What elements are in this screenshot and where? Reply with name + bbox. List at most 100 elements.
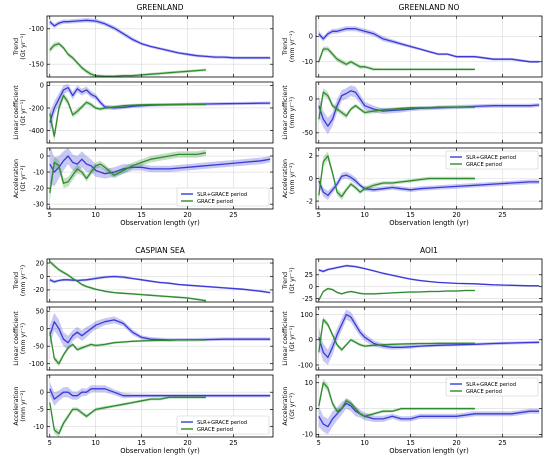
series-line-grace-period	[318, 318, 475, 353]
band-slr-grace-period	[318, 264, 540, 287]
y-tick-label: -10	[302, 58, 313, 66]
x-tick-label: 20	[452, 439, 460, 447]
y-tick-label: -150	[29, 61, 44, 69]
y-axis-label-line: Linear coefficient	[13, 85, 20, 140]
subplot-row-2: -50 0 Linear coefficient(mm yr⁻¹)	[282, 81, 543, 144]
series-line-slr-grace-period	[49, 86, 271, 123]
y-tick-label: 0	[40, 389, 44, 397]
y-tick-label: 0	[309, 405, 313, 413]
y-tick-label: 0	[40, 273, 44, 281]
series-line-grace-period	[49, 261, 206, 302]
panel-title: CASPIAN SEA	[135, 246, 185, 255]
y-tick-label: 2	[309, 152, 313, 160]
y-axis-label-line: (Gt yr⁻²)	[289, 393, 296, 419]
band-grace-period	[49, 92, 206, 142]
y-axis-label-line: (Gt yr⁻²)	[20, 165, 27, 191]
y-axis-label-line: Acceleration	[282, 159, 289, 198]
y-axis-label: Trend(mm yr⁻¹)	[282, 31, 296, 62]
y-axis-label: Linear coefficient(mm yr⁻¹)	[13, 311, 27, 366]
band-slr-grace-period	[49, 312, 271, 350]
y-tick-label: -50	[302, 129, 313, 137]
y-axis-label-line: (Gt yr⁻¹)	[20, 33, 27, 59]
y-tick-label: 0	[309, 95, 313, 103]
y-axis-label-line: (Gt yr⁻¹)	[289, 267, 296, 293]
panel-title: GREENLAND	[137, 3, 184, 12]
plot-area	[318, 85, 540, 135]
legend-box	[445, 377, 539, 397]
band-grace-period	[318, 151, 475, 202]
x-axis-label: Observation length (yr)	[389, 447, 469, 455]
x-tick-label: 5	[317, 211, 321, 219]
y-axis-label: Acceleration(Gt yr⁻²)	[13, 159, 27, 198]
y-tick-label: -5	[37, 406, 44, 414]
series-line-slr-grace-period	[49, 319, 271, 344]
axes-frame	[315, 306, 543, 371]
y-axis-label-line: (mm yr⁻¹)	[289, 31, 296, 62]
y-tick-label: 0	[309, 33, 313, 41]
x-axis-label: Observation length (yr)	[389, 219, 469, 227]
y-axis-label: Linear coefficient(Gt yr⁻¹)	[282, 311, 296, 366]
y-tick-label: 0	[40, 82, 44, 90]
y-axis-label-line: Acceleration	[13, 386, 20, 425]
y-tick-label: -20	[33, 184, 44, 192]
axes-frame	[46, 147, 274, 210]
band-slr-grace-period	[49, 381, 271, 406]
plot-area	[318, 264, 540, 302]
x-axis-label: Observation length (yr)	[120, 219, 200, 227]
series-line-slr-grace-period	[49, 275, 271, 294]
band-grace-period	[318, 46, 475, 71]
axes-frame	[46, 374, 274, 438]
legend-label: GRACE period	[197, 199, 233, 205]
series-line-slr-grace-period	[49, 388, 271, 400]
band-slr-grace-period	[318, 309, 540, 365]
y-axis-label: Acceleration(Gt yr⁻²)	[282, 386, 296, 425]
y-axis-label-line: Linear coefficient	[282, 311, 289, 366]
series-line-slr-grace-period	[49, 19, 271, 59]
y-axis-label: Acceleration(mm yr⁻²)	[13, 386, 27, 425]
legend-box	[176, 415, 270, 435]
y-axis-label-line: (mm yr⁻¹)	[20, 265, 27, 296]
axes-frame	[315, 15, 543, 78]
subplot-row-3: -2 0 2 Acceleration(mm yr⁻²) SLR+GRACE perio…	[282, 147, 543, 210]
y-axis-label-line: Trend	[282, 272, 289, 290]
axes-frame	[46, 258, 274, 303]
y-tick-label: 0	[40, 325, 44, 333]
y-axis-label-line: (mm yr⁻²)	[289, 163, 296, 194]
y-axis-label-line: (mm yr⁻¹)	[20, 323, 27, 354]
y-tick-label: 0	[309, 336, 313, 344]
axes-frame	[46, 15, 274, 78]
axes-frame	[315, 81, 543, 144]
series-line-grace-period	[318, 155, 475, 198]
y-tick-label: 10	[305, 379, 313, 387]
y-tick-label: -10	[33, 423, 44, 431]
y-axis-label: Linear coefficient(mm yr⁻¹)	[282, 85, 296, 140]
y-axis-label-line: (mm yr⁻¹)	[289, 97, 296, 128]
y-tick-label: 0	[309, 283, 313, 291]
subplot-row-1: -25 0 25 Trend(Gt yr⁻¹)	[282, 258, 543, 303]
band-slr-grace-period	[49, 148, 271, 187]
plot-area	[318, 309, 540, 365]
y-axis-label-line: Trend	[13, 272, 20, 290]
y-axis-label-line: (Gt yr⁻¹)	[289, 325, 296, 351]
band-grace-period	[49, 396, 206, 437]
legend-label: SLR+GRACE period	[197, 420, 247, 426]
subplot-row-3: -30 -20 -10 0 Acceleration(Gt yr⁻²) SLR+GRACE…	[13, 147, 274, 210]
series-line-slr-grace-period	[318, 174, 540, 197]
x-tick-label: 15	[137, 439, 145, 447]
x-tick-label: 5	[48, 211, 52, 219]
axes-frame	[315, 258, 543, 303]
y-axis-label-line: Trend	[282, 38, 289, 56]
subplot-row-2: -100 -50 0 50 Linear coefficient(mm yr⁻¹)	[13, 306, 274, 371]
x-tick-label: 25	[229, 439, 237, 447]
subplot-row-1: -10 0 Trend(mm yr⁻¹)	[282, 15, 543, 78]
y-tick-label: 20	[36, 259, 44, 267]
band-slr-grace-period	[318, 26, 540, 63]
y-tick-label: -400	[29, 127, 44, 135]
y-tick-label: -20	[33, 286, 44, 294]
series-line-slr-grace-period	[49, 155, 271, 175]
y-tick-label: -10	[33, 168, 44, 176]
